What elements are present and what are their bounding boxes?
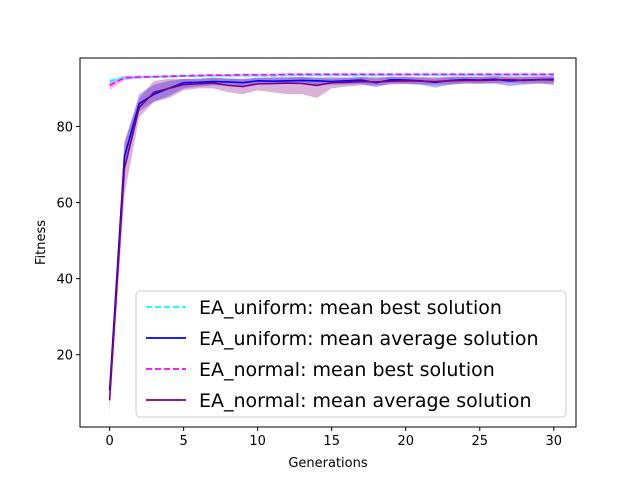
y-tick-label: 40: [56, 273, 73, 288]
x-tick-label: 20: [397, 434, 414, 449]
legend-box: [135, 290, 567, 418]
x-axis-ticks: 0 5 10 15 20 25 30: [105, 427, 562, 449]
x-axis-label: Generations: [288, 456, 368, 471]
y-axis-label: Fitness: [34, 220, 49, 265]
y-tick-label: 80: [56, 120, 73, 135]
x-tick-label: 25: [471, 434, 488, 449]
x-tick-label: 10: [249, 434, 266, 449]
y-axis-ticks: 20 40 60 80: [56, 120, 80, 364]
series-band-1: [109, 74, 554, 84]
series-line-4: [108, 78, 554, 401]
legend-label-3: EA_normal: mean best solution: [199, 359, 495, 381]
y-tick-label: 20: [56, 349, 73, 364]
x-tick-label: 0: [105, 434, 113, 449]
plot-area-frame: [79, 57, 577, 428]
y-tick-label: 60: [56, 197, 73, 212]
series-lines: [108, 73, 554, 401]
legend-label-4: EA_normal: mean average solution: [199, 390, 532, 412]
legend: EA_uniform: mean best solution EA_uniform…: [135, 290, 567, 418]
legend-label-2: EA_uniform: mean average solution: [199, 328, 539, 350]
series-line-3: [109, 73, 554, 87]
x-tick-label: 15: [323, 434, 340, 449]
x-tick-label: 30: [546, 434, 563, 449]
legend-label-1: EA_uniform: mean best solution: [199, 297, 502, 319]
x-tick-label: 5: [180, 434, 188, 449]
